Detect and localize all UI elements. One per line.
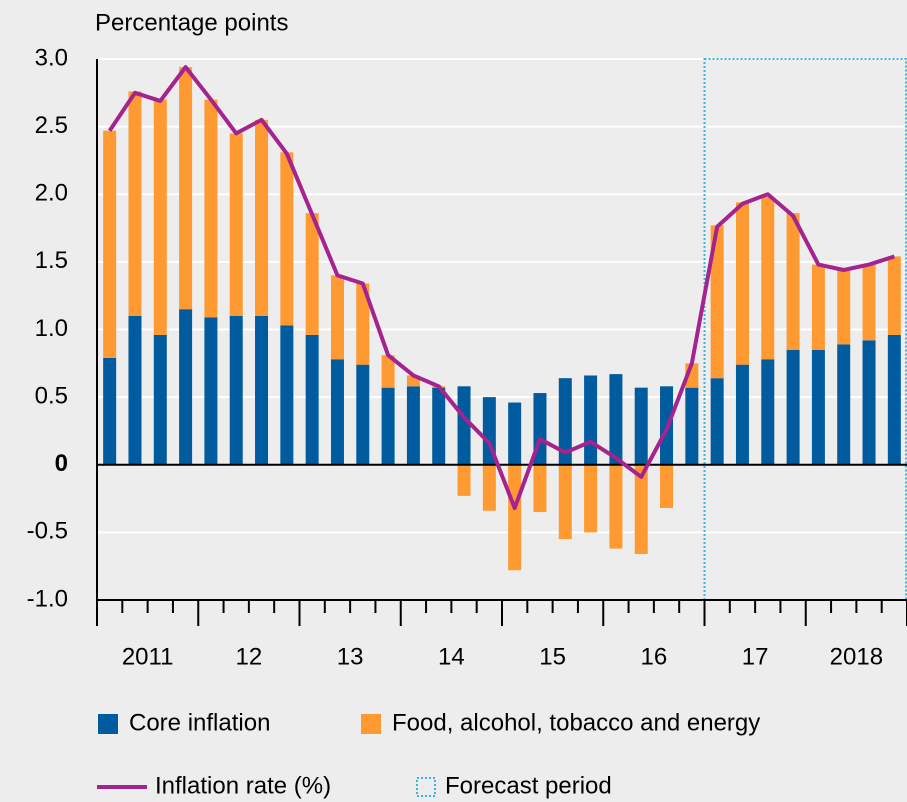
- bar: [837, 344, 851, 465]
- x-tick-label: 17: [742, 643, 769, 670]
- bar: [862, 340, 876, 465]
- y-tick-label: -0.5: [27, 518, 68, 545]
- bar: [761, 359, 775, 465]
- bar: [609, 374, 623, 465]
- legend-swatch: [98, 714, 118, 734]
- bar: [710, 225, 724, 379]
- bar: [280, 152, 294, 326]
- bar: [584, 375, 598, 465]
- bar: [229, 133, 243, 316]
- x-tick-label: 16: [641, 643, 668, 670]
- chart-title: Percentage points: [95, 9, 288, 36]
- bar: [432, 387, 446, 465]
- bar: [305, 334, 319, 465]
- bar: [533, 464, 547, 513]
- bar: [153, 334, 167, 465]
- bar: [128, 315, 142, 465]
- x-tick-label: 13: [337, 643, 364, 670]
- x-tick-label: 2018: [830, 643, 883, 670]
- bar: [128, 91, 142, 316]
- bar: [103, 357, 117, 465]
- bar: [710, 378, 724, 465]
- bar: [204, 99, 218, 318]
- bar: [761, 196, 775, 360]
- legend-swatch: [361, 714, 381, 734]
- y-tick-label: 0.5: [35, 382, 68, 409]
- bar: [786, 213, 800, 350]
- y-tick-label: 3.0: [35, 44, 68, 71]
- bar: [381, 387, 395, 465]
- y-tick-label: 0: [55, 450, 68, 477]
- y-tick-label: 1.5: [35, 247, 68, 274]
- y-tick-label: -1.0: [27, 585, 68, 612]
- y-tick-label: 2.0: [35, 180, 68, 207]
- bar: [457, 464, 471, 496]
- bar: [305, 213, 319, 335]
- bar: [735, 364, 749, 465]
- bar: [634, 464, 648, 555]
- bar: [837, 269, 851, 345]
- bar: [204, 317, 218, 465]
- forecast-area: [703, 58, 907, 601]
- bar: [887, 256, 901, 335]
- bar: [508, 464, 522, 571]
- legend-label: Forecast period: [445, 772, 612, 799]
- bar: [280, 325, 294, 465]
- bar: [685, 387, 699, 465]
- bar: [406, 375, 420, 387]
- bar: [558, 464, 572, 540]
- bar: [482, 464, 496, 511]
- x-tick-label: 15: [539, 643, 566, 670]
- bar: [811, 349, 825, 465]
- legend-swatch: [416, 777, 436, 797]
- bar: [609, 464, 623, 549]
- bar: [255, 119, 269, 316]
- bar: [735, 202, 749, 365]
- legend-label: Core inflation: [129, 709, 270, 736]
- bar: [255, 315, 269, 465]
- bar: [862, 264, 876, 341]
- bar: [330, 359, 344, 465]
- bar: [786, 349, 800, 465]
- bar: [508, 402, 522, 465]
- x-tick-label: 12: [236, 643, 263, 670]
- bar: [356, 364, 370, 465]
- legend-label: Inflation rate (%): [155, 772, 331, 799]
- x-tick-label: 14: [438, 643, 465, 670]
- bar: [381, 355, 395, 388]
- bar: [634, 387, 648, 465]
- legend-label: Food, alcohol, tobacco and energy: [392, 709, 760, 736]
- bar: [153, 99, 167, 335]
- bar: [406, 386, 420, 465]
- bar: [584, 464, 598, 533]
- bar: [558, 378, 572, 465]
- bar: [330, 275, 344, 360]
- line: [107, 65, 895, 511]
- bar: [660, 464, 674, 509]
- bar: [103, 130, 117, 358]
- bar: [229, 315, 243, 465]
- bar: [356, 283, 370, 365]
- bar: [887, 334, 901, 465]
- bar: [179, 309, 193, 465]
- bar: [179, 67, 193, 310]
- y-tick-label: 2.5: [35, 112, 68, 139]
- x-tick-label: 2011: [122, 643, 174, 670]
- y-tick-label: 1.0: [35, 315, 68, 342]
- bar: [457, 386, 471, 465]
- bar: [811, 264, 825, 350]
